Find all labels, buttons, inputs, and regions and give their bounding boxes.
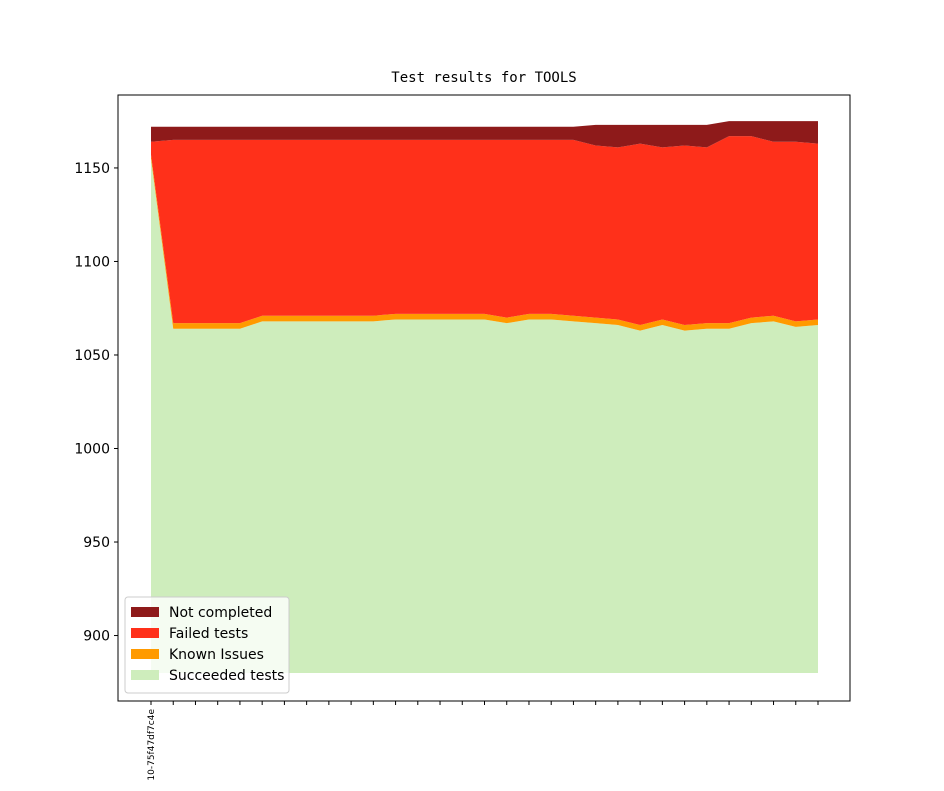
y-tick-label: 1050	[74, 348, 110, 364]
area	[151, 136, 818, 326]
area	[151, 158, 818, 673]
y-tick-label: 900	[83, 629, 110, 645]
legend-swatch	[131, 670, 159, 680]
legend-label: Known Issues	[169, 647, 264, 663]
legend-box	[124, 596, 290, 694]
y-tick-label: 1100	[74, 254, 110, 270]
y-tick-label: 1000	[74, 442, 110, 458]
area	[151, 121, 818, 148]
y-tick-label: 1150	[74, 161, 110, 177]
legend-swatch	[131, 649, 159, 659]
chart-title: Test results for TOOLS	[391, 70, 576, 86]
legend-label: Not completed	[169, 605, 272, 621]
y-tick-label: 950	[83, 535, 110, 551]
legend-label: Failed tests	[169, 626, 248, 642]
legend-swatch	[131, 607, 159, 617]
legend: Not completed Failed tests Known Issues Suc…	[124, 596, 290, 694]
legend-swatch	[131, 628, 159, 638]
legend-label: Succeeded tests	[169, 668, 284, 684]
x-tick-label: 10-75f47df7c4e	[147, 709, 157, 781]
